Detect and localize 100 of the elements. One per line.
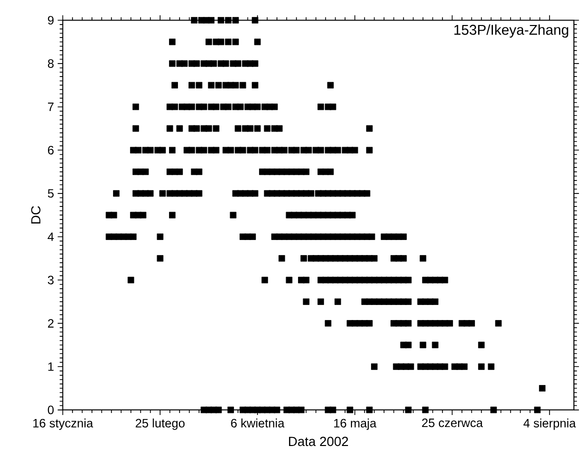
point — [432, 342, 438, 348]
x-tick-label: 16 maja — [334, 418, 376, 430]
point — [293, 147, 300, 154]
point — [128, 276, 134, 284]
point — [349, 212, 356, 219]
point — [334, 298, 342, 306]
point — [420, 255, 426, 262]
point — [330, 406, 336, 414]
point — [176, 125, 183, 132]
point — [218, 38, 224, 46]
point — [432, 298, 438, 306]
point — [181, 60, 188, 67]
point — [110, 212, 118, 219]
point — [142, 168, 149, 176]
y-tick-label: 4 — [48, 232, 54, 242]
point — [252, 82, 258, 89]
point — [276, 125, 283, 132]
point — [422, 406, 429, 414]
y-tick-label: 9 — [48, 16, 54, 25]
point — [405, 406, 412, 414]
point — [212, 147, 220, 154]
point — [240, 82, 246, 89]
point — [446, 320, 453, 327]
point — [225, 17, 232, 24]
point — [286, 276, 292, 284]
point — [249, 234, 256, 240]
point — [252, 147, 258, 154]
y-tick-label: 8 — [48, 59, 54, 68]
point — [206, 38, 212, 46]
point — [156, 234, 164, 240]
point — [159, 190, 166, 197]
point — [302, 168, 310, 176]
point — [210, 60, 217, 67]
y-axis-title: DC — [31, 206, 40, 224]
point — [330, 104, 336, 110]
point — [298, 406, 305, 414]
point — [134, 147, 142, 154]
point — [215, 82, 222, 89]
point — [254, 38, 261, 46]
point — [254, 125, 261, 132]
point — [254, 104, 261, 110]
point — [400, 255, 407, 262]
point — [346, 406, 354, 414]
point — [190, 17, 198, 24]
point — [318, 104, 324, 110]
point — [176, 168, 183, 176]
point — [232, 38, 239, 46]
point — [442, 276, 448, 284]
point — [262, 276, 268, 284]
point — [193, 125, 200, 132]
point — [188, 104, 195, 110]
point — [156, 255, 164, 262]
point — [252, 17, 258, 24]
point — [222, 60, 230, 67]
point — [215, 406, 222, 414]
point — [130, 234, 137, 240]
point — [252, 60, 258, 67]
point — [405, 320, 412, 327]
point — [442, 364, 448, 370]
y-tick-label: 7 — [48, 102, 54, 112]
point — [171, 104, 178, 110]
point — [264, 147, 270, 154]
point — [352, 147, 358, 154]
point — [318, 147, 324, 154]
point — [113, 190, 120, 197]
point — [495, 320, 502, 327]
point — [166, 125, 174, 132]
point — [327, 82, 334, 89]
x-tick-label: 25 czerwca — [422, 418, 483, 428]
x-tick-label: 4 sierpnia — [524, 418, 576, 430]
y-tick-label: 1 — [48, 362, 54, 371]
point — [196, 82, 202, 89]
point — [371, 255, 378, 262]
point — [132, 125, 140, 132]
point — [212, 125, 220, 132]
point — [478, 364, 485, 370]
x-tick-label: 6 kwietnia — [231, 418, 284, 428]
point — [147, 147, 154, 154]
point — [327, 168, 334, 176]
point — [169, 212, 176, 219]
point — [230, 212, 236, 219]
x-axis-title: Data 2002 — [289, 436, 348, 446]
point — [225, 104, 232, 110]
point — [302, 298, 310, 306]
point — [193, 60, 200, 67]
point — [318, 298, 324, 306]
point — [264, 125, 270, 132]
point — [227, 406, 234, 414]
point — [232, 17, 239, 24]
point — [234, 60, 242, 67]
x-tick-label: 25 lutego — [136, 418, 185, 430]
point — [366, 125, 373, 132]
point — [200, 104, 208, 110]
point — [366, 147, 373, 154]
point — [171, 82, 178, 89]
point — [252, 190, 258, 197]
point — [334, 147, 342, 154]
point — [408, 364, 414, 370]
point — [200, 147, 208, 154]
point — [208, 17, 214, 24]
